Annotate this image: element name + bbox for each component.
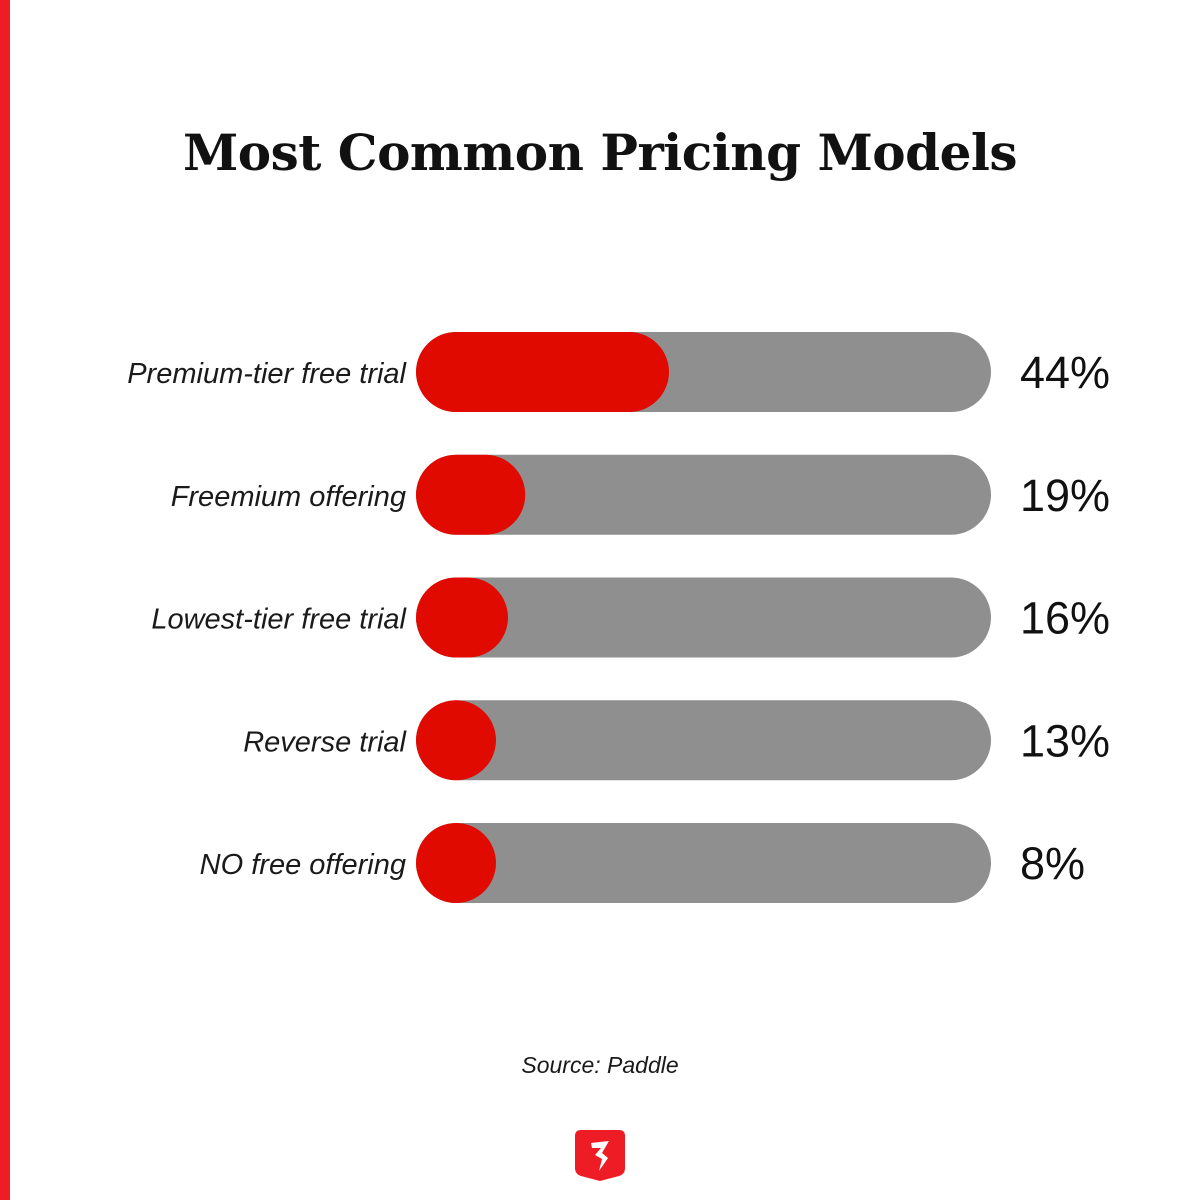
category-label: NO free offering [200,849,406,881]
value-label: 16% [1020,593,1110,644]
bar-track [416,454,991,535]
bar-3 [416,577,508,658]
bar-2 [416,454,526,535]
bar-track [416,577,991,658]
left-accent-stripe [0,0,10,1200]
bar-1 [416,332,669,412]
value-label: 13% [1020,715,1110,766]
bar-track [416,823,991,903]
category-label: Reverse trial [243,726,407,758]
source-note: Source: Paddle [521,1052,679,1078]
category-label: Lowest-tier free trial [151,604,407,636]
bar-4 [416,700,496,781]
value-label: 8% [1020,838,1085,889]
chart-title: Most Common Pricing Models [182,123,1018,182]
bar-track [416,700,991,781]
category-label: Premium-tier free trial [127,358,407,390]
value-label: 44% [1020,347,1110,398]
bar-5 [416,823,496,903]
value-label: 19% [1020,470,1110,521]
brand-logo-icon [575,1130,625,1181]
category-label: Freemium offering [171,481,406,513]
